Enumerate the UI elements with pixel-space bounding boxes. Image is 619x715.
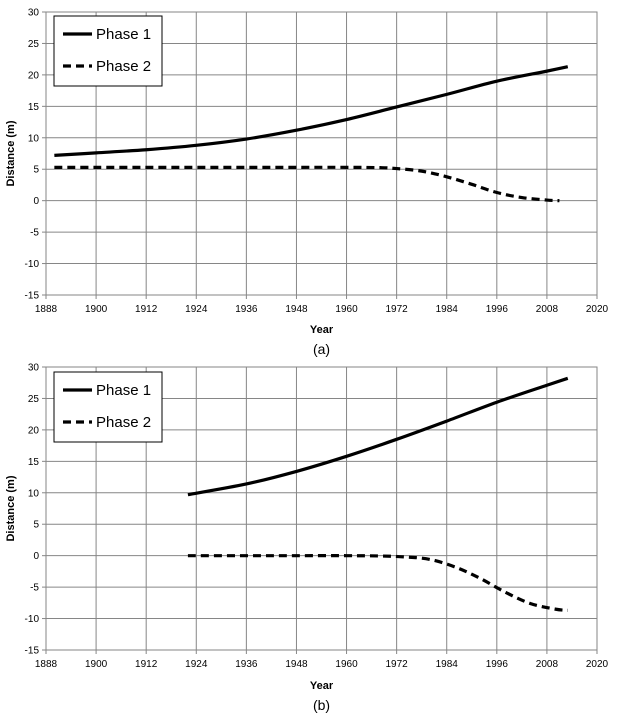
y-tick-label: 20: [28, 70, 40, 81]
legend-box: [53, 371, 163, 443]
x-tick-label: 1912: [135, 304, 158, 315]
panel-caption: (b): [313, 697, 330, 713]
series-line-phase-2: [54, 165, 560, 203]
x-tick-label: 1960: [335, 304, 358, 315]
x-tick-label: 1912: [135, 659, 158, 670]
x-tick-label: 1924: [185, 659, 208, 670]
x-axis-title: Year: [310, 324, 334, 336]
y-tick-label: 15: [28, 102, 40, 113]
y-tick-label: 10: [28, 133, 40, 144]
y-tick-label: 10: [28, 488, 40, 499]
x-tick-label: 1900: [85, 304, 108, 315]
y-tick-label: 5: [33, 165, 39, 176]
x-axis-title: Year: [310, 680, 334, 692]
x-tick-label: 1924: [185, 304, 208, 315]
y-tick-label: -5: [30, 228, 39, 239]
y-tick-label: -10: [25, 614, 40, 625]
legend-label: Phase 2: [96, 414, 151, 431]
x-tick-label: 1996: [486, 659, 509, 670]
x-tick-label: 1948: [285, 304, 308, 315]
y-tick-label: 20: [28, 425, 40, 436]
x-tick-label: 1972: [386, 304, 409, 315]
x-tick-label: 1960: [335, 659, 358, 670]
series-line-phase-2: [187, 554, 568, 612]
x-tick-label: 1936: [235, 659, 258, 670]
x-tick-label: 2020: [586, 659, 609, 670]
x-tick-label: 1888: [35, 659, 58, 670]
y-tick-label: 0: [33, 551, 39, 562]
y-tick-label: 15: [28, 457, 40, 468]
x-tick-label: 1984: [436, 304, 459, 315]
x-tick-label: 2020: [586, 304, 609, 315]
y-tick-label: -5: [30, 583, 39, 594]
y-tick-label: -10: [25, 259, 40, 270]
y-tick-label: 0: [33, 196, 39, 207]
series-line-phase-1: [187, 376, 569, 497]
x-tick-label: 1996: [486, 304, 509, 315]
legend-box: [53, 15, 163, 87]
y-tick-label: -15: [25, 291, 40, 302]
x-tick-label: 1900: [85, 659, 108, 670]
x-tick-label: 1948: [285, 659, 308, 670]
y-tick-label: 30: [28, 363, 40, 374]
x-tick-label: 1888: [35, 304, 58, 315]
y-tick-label: 30: [28, 8, 40, 19]
y-tick-label: 5: [33, 520, 39, 531]
x-tick-label: 1984: [436, 659, 459, 670]
y-axis-title: Distance (m): [5, 120, 17, 186]
x-tick-label: 2008: [536, 304, 559, 315]
x-tick-label: 1972: [386, 659, 409, 670]
legend-label: Phase 1: [96, 26, 151, 43]
legend-label: Phase 2: [96, 58, 151, 75]
chart-panel-a: 30 25 20 15 10 5 0 -5 -10 -15 1888 1900 1912 1924 1936…: [5, 8, 609, 358]
series-line-phase-1: [54, 65, 569, 157]
y-tick-label: 25: [28, 39, 40, 50]
legend: Phase 1 Phase 2: [53, 371, 163, 443]
x-tick-label: 2008: [536, 659, 559, 670]
y-tick-label: -15: [25, 646, 40, 657]
x-tick-label: 1936: [235, 304, 258, 315]
panel-caption: (a): [313, 341, 330, 357]
legend: Phase 1 Phase 2: [53, 15, 163, 87]
chart-panel-b: 30 25 20 15 10 5 0 -5 -10 -15 1888 1900 1912 1924 1936…: [5, 363, 609, 714]
y-tick-label: 25: [28, 394, 40, 405]
legend-label: Phase 1: [96, 382, 151, 399]
y-axis-title: Distance (m): [5, 475, 17, 541]
